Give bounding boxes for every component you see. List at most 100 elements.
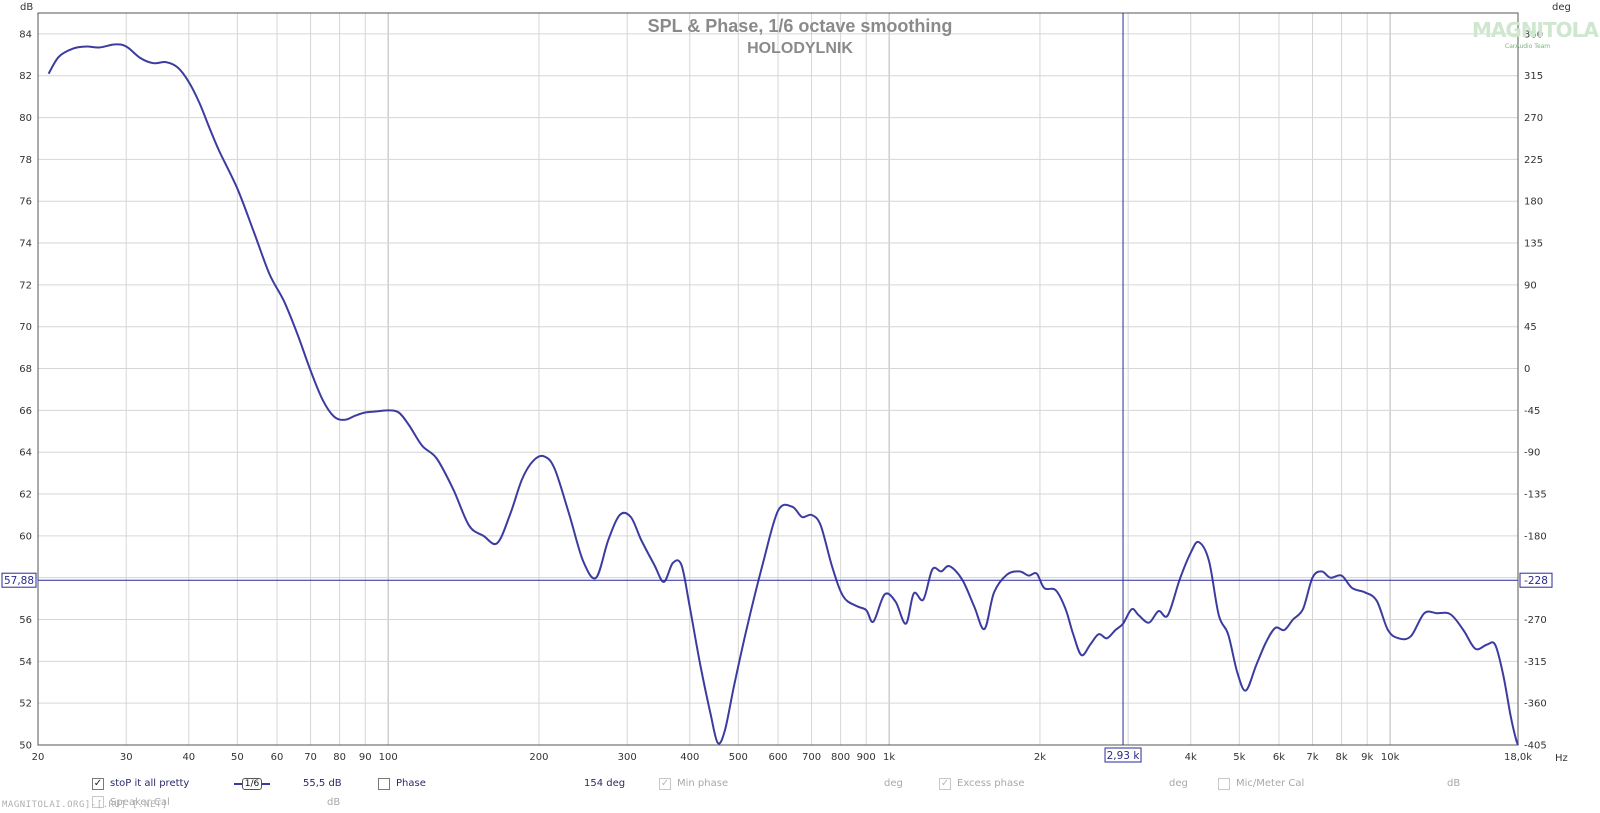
x-tick-label: 20 [32,752,45,763]
y-left-tick-label: 82 [19,71,32,82]
y-left-tick-label: 68 [19,364,32,375]
level-value: 55,5 dB [303,778,342,789]
mic-cal-checkbox[interactable] [1218,778,1230,790]
y-left-unit-label: dB [20,2,33,13]
phase-checkbox[interactable] [378,778,390,790]
y-right-tick-label: 135 [1524,239,1543,250]
excess-phase-checkbox[interactable]: ✓ [939,778,951,790]
x-tick-label: 8k [1335,752,1347,763]
cursor-y-box [1,572,37,588]
x-tick-label: 10k [1381,752,1400,763]
magnitola-logo: MAGNITOLA [1472,18,1599,42]
y-axis-left-ticks: 848280787674727068666462605856545250 [19,29,32,751]
magnitola-logo-subtitle: CarAudio Team [1505,43,1551,50]
y-right-tick-label: 45 [1524,322,1537,333]
x-tick-label: 700 [802,752,821,763]
speaker-cal-label: Speaker Cal [110,797,170,808]
legend-panel: ✓ stoP it all pretty 1/6 55,5 dB Phase 1… [84,766,1522,813]
mic-cal-unit: dB [1447,778,1461,789]
x-tick-label: 40 [182,752,195,763]
chart-subtitle: HOLODYLNIK [747,40,853,57]
min-phase-checkbox[interactable]: ✓ [659,778,671,790]
x-tick-label: 30 [120,752,133,763]
y-right-tick-label: -270 [1524,615,1547,626]
smoothing-selector[interactable]: 1/6 [242,778,262,790]
y-left-tick-label: 54 [19,657,32,668]
x-axis-ticks: 20 30 40 50 60 70 80 90 100 200 300 400 500 600 700 800… [32,752,1533,763]
y-left-tick-label: 56 [19,615,32,626]
phase-label: Phase [396,778,426,789]
cursor-layer: 57,88 -228 2,93 k [1,13,1553,763]
speaker-cal-checkbox[interactable] [92,796,104,808]
y-left-tick-label: 78 [19,155,32,166]
x-tick-label: 900 [857,752,876,763]
plot-frame [37,12,1519,746]
x-tick-label: 200 [529,752,548,763]
y-right-unit-label: deg [1552,2,1571,13]
x-tick-label: 18,0k [1504,752,1532,763]
x-tick-label: 50 [231,752,244,763]
y-right-tick-label: -135 [1524,490,1547,501]
x-tick-label: 2k [1034,752,1046,763]
x-tick-label: 300 [618,752,637,763]
y-left-tick-label: 50 [19,741,32,752]
y-left-tick-label: 52 [19,699,32,710]
x-tick-label: 4k [1185,752,1197,763]
x-tick-label: 80 [333,752,346,763]
cursor-y2-box [1519,572,1553,588]
x-unit-label: Hz [1555,753,1568,764]
x-tick-label: 70 [304,752,317,763]
y-left-tick-label: 74 [19,239,32,250]
y-right-tick-label: -45 [1524,406,1540,417]
min-phase-unit: deg [884,778,903,789]
y-left-tick-label: 72 [19,280,32,291]
cursor-x-box [1104,747,1142,763]
x-tick-label: 5k [1233,752,1245,763]
excess-phase-label: Excess phase [957,778,1025,789]
y-right-tick-label: 180 [1524,197,1543,208]
x-tick-label: 800 [831,752,850,763]
y-right-tick-label: 225 [1524,155,1543,166]
y-right-tick-label: -180 [1524,531,1547,542]
y-axis-right-ticks: 360 315 270 225 180 135 90 45 0 -45 -90 -135 -180 -22… [1524,29,1547,751]
phase-value: 154 deg [584,778,626,789]
y-left-tick-label: 66 [19,406,32,417]
x-tick-label: 7k [1306,752,1318,763]
y-left-tick-label: 76 [19,197,32,208]
min-phase-label: Min phase [677,778,729,789]
y-right-tick-label: -405 [1524,741,1547,752]
cursor-x-label: 2,93 k [1107,750,1141,762]
y-right-tick-label: 360 [1524,29,1543,40]
mic-cal-label: Mic/Meter Cal [1236,778,1305,789]
x-tick-label: 60 [271,752,284,763]
series-name: stoP it all pretty [110,778,190,789]
x-tick-label: 6k [1273,752,1285,763]
y-left-tick-label: 64 [19,448,32,459]
y-left-tick-label: 62 [19,490,32,501]
series-layer [47,43,1519,746]
series-visible-checkbox[interactable]: ✓ [92,778,104,790]
watermark-footer: MAGNITOLAI.ORG]-[.RU] [.NET] [2,800,168,810]
excess-phase-unit: deg [1169,778,1188,789]
y-left-tick-label: 80 [19,113,32,124]
x-tick-label: 500 [729,752,748,763]
x-tick-label: 400 [680,752,699,763]
y-right-tick-label: -90 [1524,448,1540,459]
x-tick-label: 1k [883,752,895,763]
series-line-spl [47,43,1519,746]
speaker-cal-unit: dB [327,797,341,808]
y-right-tick-label: 0 [1524,364,1530,375]
y-left-tick-label: 60 [19,531,32,542]
y-left-tick-label: 70 [19,322,32,333]
x-tick-label: 600 [768,752,787,763]
y-right-tick-label: -315 [1524,657,1547,668]
y-right-tick-label: 315 [1524,71,1543,82]
x-tick-label: 90 [359,752,372,763]
y-left-tick-label: 84 [19,29,32,40]
y-right-tick-label: -360 [1524,699,1547,710]
grid [38,13,1518,745]
x-tick-label: 9k [1361,752,1373,763]
y-right-tick-label: 270 [1524,113,1543,124]
cursor-y-label: 57,88 [4,575,34,587]
cursor-y2-label: -228 [1524,575,1548,587]
